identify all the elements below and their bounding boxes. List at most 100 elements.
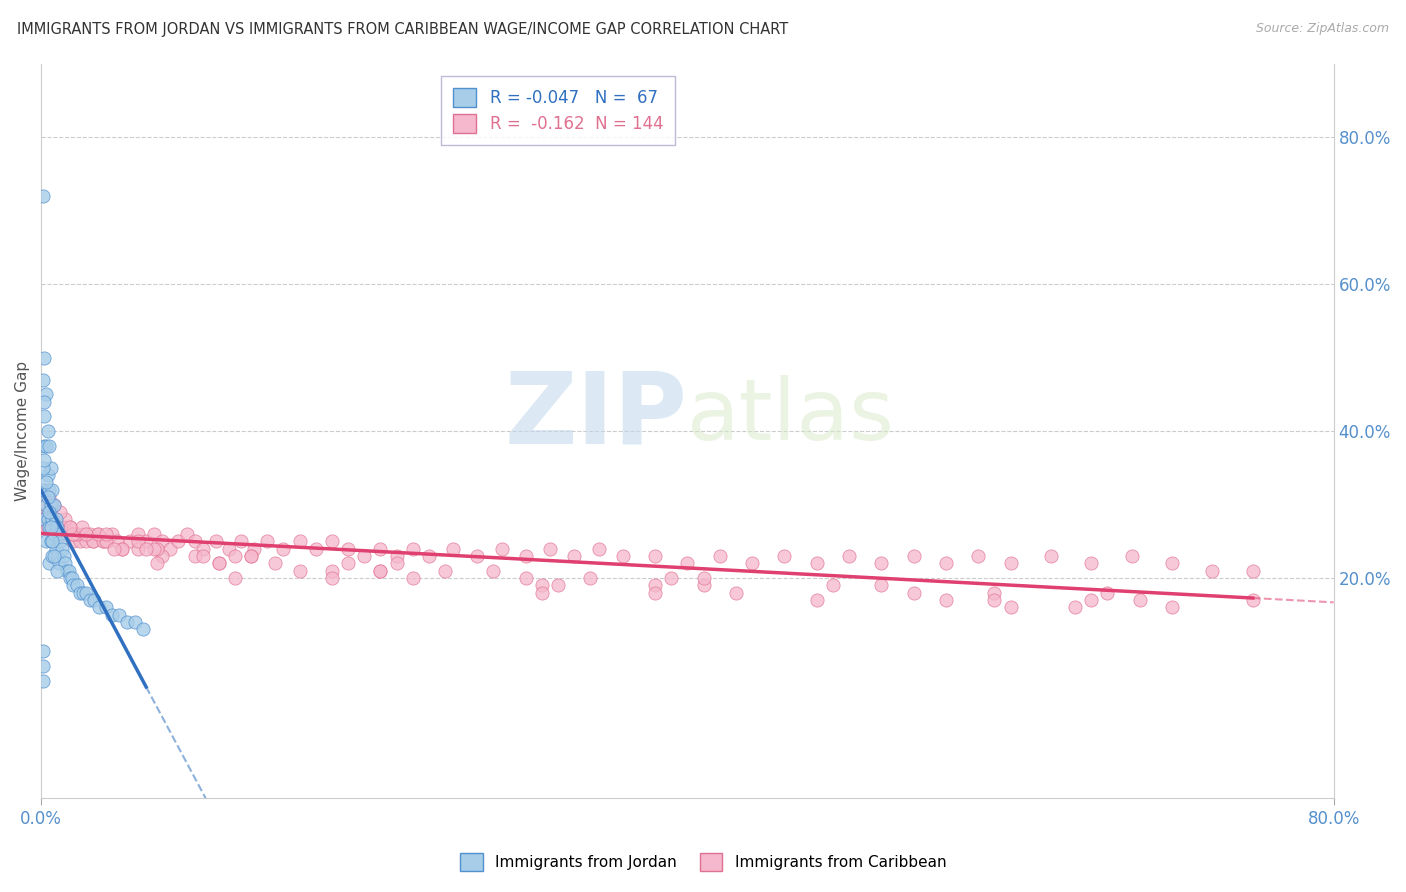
Point: [59, 571, 82, 585]
Point: [127, 527, 149, 541]
Point: [62, 534, 84, 549]
Point: [62, 527, 84, 541]
Point: [45, 541, 67, 556]
Point: [39, 534, 62, 549]
Point: [75, 534, 97, 549]
Point: [39, 519, 62, 533]
Text: ZIP: ZIP: [505, 368, 688, 465]
Point: [659, 571, 682, 585]
Point: [135, 541, 157, 556]
Point: [321, 571, 343, 585]
Point: [45, 512, 67, 526]
Point: [983, 593, 1005, 607]
Point: [218, 541, 240, 556]
Point: [321, 564, 343, 578]
Point: [35, 439, 58, 453]
Point: [967, 549, 990, 563]
Point: [56, 564, 79, 578]
Legend: Immigrants from Jordan, Immigrants from Caribbean: Immigrants from Jordan, Immigrants from …: [454, 847, 952, 877]
Point: [353, 549, 375, 563]
Point: [127, 541, 149, 556]
Point: [150, 534, 173, 549]
Point: [224, 571, 246, 585]
Point: [143, 541, 166, 556]
Point: [79, 527, 101, 541]
Point: [135, 534, 157, 549]
Point: [111, 541, 134, 556]
Point: [42, 549, 65, 563]
Point: [183, 549, 205, 563]
Point: [418, 549, 440, 563]
Point: [91, 534, 114, 549]
Point: [143, 527, 166, 541]
Point: [434, 564, 457, 578]
Point: [41, 549, 63, 563]
Point: [42, 527, 65, 541]
Point: [240, 549, 263, 563]
Point: [38, 439, 60, 453]
Point: [1080, 556, 1102, 570]
Point: [402, 571, 425, 585]
Point: [150, 549, 173, 563]
Point: [1000, 556, 1022, 570]
Point: [35, 475, 58, 490]
Point: [37, 505, 59, 519]
Point: [94, 600, 117, 615]
Point: [935, 593, 957, 607]
Point: [176, 527, 198, 541]
Point: [183, 534, 205, 549]
Point: [51, 541, 73, 556]
Point: [724, 585, 747, 599]
Point: [52, 549, 75, 563]
Point: [31, 189, 53, 203]
Point: [59, 519, 82, 533]
Y-axis label: Wage/Income Gap: Wage/Income Gap: [15, 361, 30, 501]
Point: [38, 512, 60, 526]
Point: [870, 556, 893, 570]
Point: [741, 556, 763, 570]
Point: [208, 556, 231, 570]
Point: [66, 578, 89, 592]
Point: [72, 585, 94, 599]
Point: [37, 512, 59, 526]
Point: [441, 541, 464, 556]
Point: [38, 483, 60, 497]
Point: [1039, 549, 1062, 563]
Point: [983, 585, 1005, 599]
Point: [124, 615, 146, 629]
Point: [62, 578, 84, 592]
Point: [676, 556, 699, 570]
Point: [49, 519, 72, 533]
Point: [69, 534, 91, 549]
Point: [53, 556, 76, 570]
Point: [385, 549, 408, 563]
Point: [530, 585, 553, 599]
Point: [806, 593, 828, 607]
Point: [38, 490, 60, 504]
Point: [75, 585, 97, 599]
Point: [58, 527, 80, 541]
Point: [105, 534, 128, 549]
Point: [288, 564, 311, 578]
Point: [1201, 564, 1223, 578]
Legend: R = -0.047   N =  67, R =  -0.162  N = 144: R = -0.047 N = 67, R = -0.162 N = 144: [441, 76, 675, 145]
Point: [70, 519, 93, 533]
Point: [204, 534, 226, 549]
Point: [1161, 600, 1184, 615]
Point: [89, 600, 111, 615]
Point: [49, 527, 72, 541]
Point: [34, 483, 56, 497]
Point: [870, 578, 893, 592]
Point: [35, 534, 58, 549]
Point: [692, 578, 714, 592]
Point: [31, 512, 53, 526]
Point: [38, 556, 60, 570]
Point: [515, 549, 537, 563]
Point: [491, 541, 513, 556]
Point: [38, 505, 60, 519]
Point: [39, 460, 62, 475]
Point: [37, 468, 59, 483]
Point: [167, 534, 190, 549]
Point: [467, 549, 489, 563]
Point: [538, 541, 561, 556]
